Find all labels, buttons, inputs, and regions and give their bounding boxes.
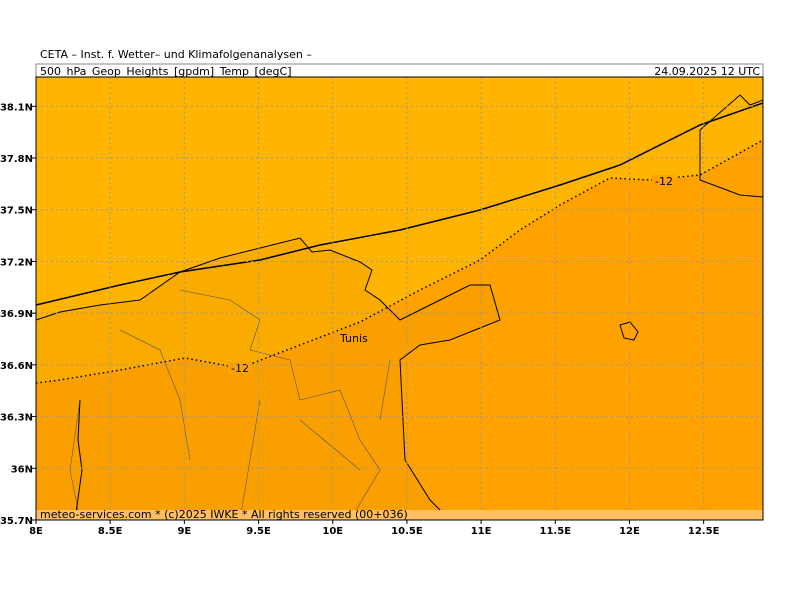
city-label: Tunis [339,332,368,345]
x-tick-label: 10E [322,526,343,537]
y-tick-label: 36.9N [0,309,33,320]
contour-label: -12 [231,362,249,375]
x-tick-label: 10.5E [391,526,423,537]
x-tick-label: 12.5E [688,526,720,537]
footer-strip [36,510,763,520]
header-title: CETA – Inst. f. Wetter– und Klimafolgena… [40,48,312,61]
y-tick-label: 36.6N [0,361,33,372]
y-tick-label: 38.1N [0,102,33,113]
field-label: 500_hPa_Geop_Heights_[gpdm]_Temp_[degC] [40,65,292,78]
x-tick-label: 11.5E [540,526,572,537]
tunisia-land [35,237,501,521]
y-tick-label: 37.5N [0,206,33,217]
map-frame [35,76,764,521]
y-tick-label: 37.2N [0,257,33,268]
y-tick-label: 36N [11,464,33,475]
map-area: -12 -12 Tunis meteo-services.com * (c)20… [35,76,764,521]
x-tick-label: 12E [619,526,640,537]
contour-label-bg [652,175,676,187]
footer: meteo-services.com * (c)2025 IWKE * All … [40,508,408,521]
y-tick-label: 36.3N [0,413,33,424]
x-tick-label: 9E [177,526,191,537]
y-tick-label: 37.8N [0,154,33,165]
cold-region [36,140,763,520]
x-tick-label: 9.5E [246,526,271,537]
algeria-border [74,399,83,521]
x-tick-label: 8E [29,526,43,537]
x-tick-label: 11E [471,526,492,537]
valid-time: 24.09.2025 12 UTC [654,65,760,78]
x-tick-label: 8.5E [98,526,123,537]
contour-label: -12 [655,175,673,188]
malta [619,321,639,341]
y-tick-label: 35.7N [0,516,33,527]
geopotential-contour [35,102,764,306]
admin-borders [69,289,391,521]
